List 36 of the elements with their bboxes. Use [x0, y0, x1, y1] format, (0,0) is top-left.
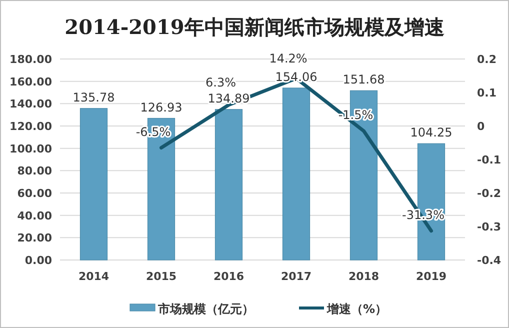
- data-label: 151.68: [342, 72, 385, 87]
- data-label: 126.93: [140, 100, 182, 114]
- bar: [80, 108, 108, 260]
- x-tick-label: 2015: [146, 270, 177, 283]
- x-tick-label: 2016: [213, 270, 244, 283]
- data-label: 104.25: [410, 126, 452, 140]
- y-tick-label: 20.00: [17, 232, 52, 245]
- legend-label: 市场规模（亿元）: [157, 302, 254, 316]
- chart-title: 2014-2019年中国新闻纸市场规模及增速: [64, 15, 444, 39]
- y-tick-label: 60.00: [17, 187, 52, 200]
- x-tick-label: 2019: [416, 270, 447, 283]
- y2-tick-label: -0.3: [477, 220, 502, 234]
- data-label: 6.3%: [206, 75, 236, 90]
- x-tick-label: 2018: [348, 270, 380, 283]
- y-tick-label: 120.00: [10, 120, 52, 133]
- y2-tick-label: -0.2: [477, 187, 502, 200]
- bar: [282, 88, 310, 260]
- y2-tick-label: 0.2: [477, 53, 496, 66]
- x-tick-label: 2017: [280, 270, 312, 283]
- y2-tick-label: 0.1: [477, 86, 496, 100]
- y-tick-label: 100.00: [10, 142, 52, 156]
- legend-label: 增速（%）: [326, 302, 388, 316]
- y-tick-label: 80.00: [17, 164, 52, 178]
- y-tick-label: 160.00: [10, 75, 52, 88]
- data-label: 135.78: [72, 90, 115, 104]
- data-label: 154.06: [275, 70, 318, 84]
- y2-tick-label: -0.4: [477, 254, 502, 267]
- y-tick-label: 0.00: [24, 254, 52, 267]
- data-label: 14.2%: [269, 51, 308, 66]
- y2-tick-label: -0.1: [477, 154, 502, 166]
- y-tick-label: 140.00: [10, 98, 52, 111]
- y-tick-label: 40.00: [17, 209, 52, 222]
- y-tick-label: 180.00: [10, 53, 52, 66]
- bar: [214, 109, 243, 260]
- y2-tick-label: 0: [477, 120, 485, 133]
- x-tick-label: 2014: [78, 270, 110, 283]
